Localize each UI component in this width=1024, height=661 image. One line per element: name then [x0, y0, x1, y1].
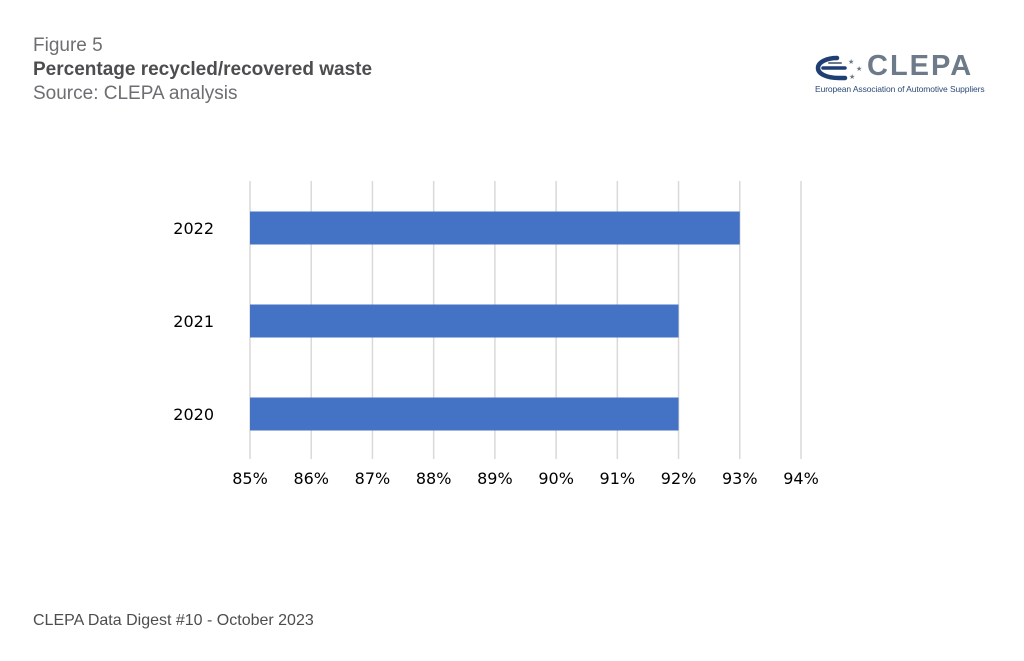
- figure-title: Percentage recycled/recovered waste: [33, 59, 373, 80]
- svg-text:★: ★: [856, 65, 862, 73]
- x-tick-label: 93%: [722, 469, 758, 488]
- x-tick-label: 89%: [477, 469, 513, 488]
- category-label: 2022: [173, 219, 214, 238]
- svg-text:★: ★: [848, 58, 854, 66]
- footer-text: CLEPA Data Digest #10 - October 2023: [33, 612, 314, 629]
- x-tick-label: 85%: [232, 469, 268, 488]
- category-label: 2021: [173, 312, 214, 331]
- x-tick-label: 94%: [783, 469, 819, 488]
- svg-text:★: ★: [849, 73, 855, 81]
- clepa-swoosh-icon: ★ ★ ★: [815, 55, 862, 81]
- figure-label: Figure 5: [33, 35, 103, 56]
- x-tick-label: 91%: [600, 469, 636, 488]
- x-tick-label: 86%: [293, 469, 329, 488]
- bar-2020: [250, 397, 679, 431]
- x-tick-label: 92%: [661, 469, 697, 488]
- bar-2022: [250, 211, 740, 245]
- x-tick-labels: 85% 86% 87% 88% 89% 90% 91% 92% 93% 94%: [232, 469, 819, 488]
- bars: [250, 211, 740, 431]
- category-labels: 2022 2021 2020: [173, 219, 214, 424]
- figure-header: Figure 5 Percentage recycled/recovered w…: [33, 34, 372, 106]
- x-tick-label: 88%: [416, 469, 452, 488]
- category-label: 2020: [173, 405, 214, 424]
- x-tick-label: 90%: [538, 469, 574, 488]
- figure-source: Source: CLEPA analysis: [33, 83, 238, 104]
- logo-wordmark: CLEPA: [867, 50, 974, 82]
- clepa-logo: ★ ★ ★ CLEPA European Association of Auto…: [815, 50, 987, 98]
- bar-2021: [250, 304, 679, 338]
- x-tick-label: 87%: [355, 469, 391, 488]
- logo-tagline: European Association of Automotive Suppl…: [815, 84, 985, 94]
